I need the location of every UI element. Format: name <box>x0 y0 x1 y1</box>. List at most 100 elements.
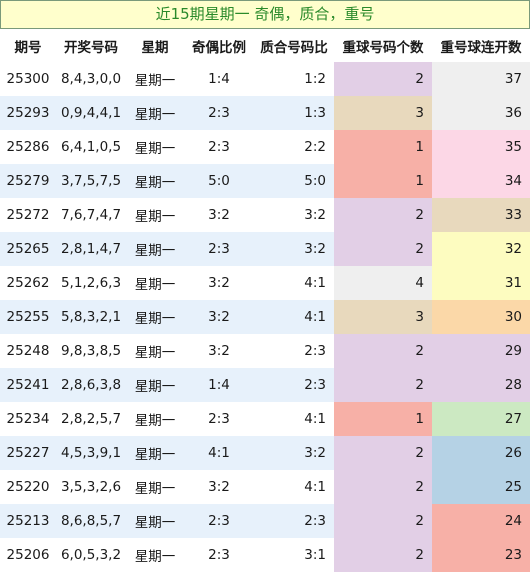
table-row: 25248 9,8,3,8,5 星期一 3:2 2:3 2 29 <box>0 334 530 368</box>
cell-repeat-streak: 30 <box>432 300 530 334</box>
cell-repeat-count: 1 <box>334 130 432 164</box>
cell-period: 25265 <box>6 241 50 257</box>
cell-prime-composite-ratio: 3:2 <box>304 445 326 461</box>
cell-period: 25227 <box>6 445 50 461</box>
header-weekday: 星期 <box>141 39 169 56</box>
cell-repeat-streak: 27 <box>432 402 530 436</box>
cell-repeat-count: 2 <box>334 368 432 402</box>
cell-weekday: 星期一 <box>134 549 176 565</box>
cell-odd-even-ratio: 3:2 <box>208 343 230 359</box>
cell-draw-numbers: 2,8,6,3,8 <box>60 377 122 393</box>
cell-period: 25206 <box>6 547 50 563</box>
table-row: 25241 2,8,6,3,8 星期一 1:4 2:3 2 28 <box>0 368 530 402</box>
cell-odd-even-ratio: 3:2 <box>208 309 230 325</box>
cell-period: 25272 <box>6 207 50 223</box>
cell-repeat-count: 2 <box>334 538 432 572</box>
cell-prime-composite-ratio: 3:2 <box>304 207 326 223</box>
cell-prime-composite-ratio: 3:2 <box>304 241 326 257</box>
cell-period: 25255 <box>6 309 50 325</box>
cell-period: 25279 <box>6 173 50 189</box>
table-row: 25220 3,5,3,2,6 星期一 3:2 4:1 2 25 <box>0 470 530 504</box>
cell-weekday: 星期一 <box>134 73 176 89</box>
cell-prime-composite-ratio: 2:3 <box>304 343 326 359</box>
cell-draw-numbers: 8,4,3,0,0 <box>60 71 122 87</box>
cell-prime-composite-ratio: 1:2 <box>304 71 326 87</box>
cell-odd-even-ratio: 2:3 <box>208 547 230 563</box>
cell-period: 25300 <box>6 71 50 87</box>
cell-weekday: 星期一 <box>134 175 176 191</box>
cell-odd-even-ratio: 2:3 <box>208 411 230 427</box>
cell-repeat-count: 2 <box>334 436 432 470</box>
cell-repeat-count: 2 <box>334 334 432 368</box>
table-row: 25262 5,1,2,6,3 星期一 3:2 4:1 4 31 <box>0 266 530 300</box>
cell-weekday: 星期一 <box>134 379 176 395</box>
table-row: 25265 2,8,1,4,7 星期一 2:3 3:2 2 32 <box>0 232 530 266</box>
cell-period: 25262 <box>6 275 50 291</box>
table-row: 25234 2,8,2,5,7 星期一 2:3 4:1 1 27 <box>0 402 530 436</box>
table-row: 25293 0,9,4,4,1 星期一 2:3 1:3 3 36 <box>0 96 530 130</box>
cell-prime-composite-ratio: 4:1 <box>304 309 326 325</box>
cell-repeat-streak: 28 <box>432 368 530 402</box>
cell-repeat-streak: 23 <box>432 538 530 572</box>
cell-weekday: 星期一 <box>134 243 176 259</box>
cell-repeat-streak: 25 <box>432 470 530 504</box>
cell-repeat-count: 2 <box>334 470 432 504</box>
table-row: 25286 6,4,1,0,5 星期一 2:3 2:2 1 35 <box>0 130 530 164</box>
cell-odd-even-ratio: 2:3 <box>208 241 230 257</box>
cell-period: 25213 <box>6 513 50 529</box>
cell-repeat-count: 1 <box>334 402 432 436</box>
cell-odd-even-ratio: 2:3 <box>208 139 230 155</box>
cell-repeat-streak: 32 <box>432 232 530 266</box>
cell-repeat-streak: 26 <box>432 436 530 470</box>
header-row: 期号 开奖号码 星期 奇偶比例 质合号码比 重球号码个数 重号球连开数 <box>0 29 530 62</box>
cell-weekday: 星期一 <box>134 277 176 293</box>
cell-draw-numbers: 3,7,5,7,5 <box>60 173 122 189</box>
cell-prime-composite-ratio: 4:1 <box>304 479 326 495</box>
cell-odd-even-ratio: 2:3 <box>208 513 230 529</box>
cell-repeat-streak: 35 <box>432 130 530 164</box>
cell-weekday: 星期一 <box>134 209 176 225</box>
cell-draw-numbers: 0,9,4,4,1 <box>60 105 122 121</box>
cell-period: 25241 <box>6 377 50 393</box>
cell-prime-composite-ratio: 4:1 <box>304 411 326 427</box>
cell-prime-composite-ratio: 2:3 <box>304 513 326 529</box>
cell-period: 25248 <box>6 343 50 359</box>
cell-repeat-streak: 34 <box>432 164 530 198</box>
cell-draw-numbers: 6,4,1,0,5 <box>60 139 122 155</box>
table-row: 25300 8,4,3,0,0 星期一 1:4 1:2 2 37 <box>0 62 530 96</box>
cell-weekday: 星期一 <box>134 515 176 531</box>
lottery-table: 期号 开奖号码 星期 奇偶比例 质合号码比 重球号码个数 重号球连开数 2530… <box>0 29 530 572</box>
cell-repeat-count: 2 <box>334 232 432 266</box>
cell-odd-even-ratio: 5:0 <box>208 173 230 189</box>
header-draw-numbers: 开奖号码 <box>64 39 118 56</box>
cell-repeat-count: 2 <box>334 198 432 232</box>
cell-odd-even-ratio: 2:3 <box>208 105 230 121</box>
cell-repeat-count: 3 <box>334 96 432 130</box>
header-odd-even-ratio: 奇偶比例 <box>192 39 246 56</box>
cell-draw-numbers: 8,6,8,5,7 <box>60 513 122 529</box>
cell-period: 25234 <box>6 411 50 427</box>
table-row: 25213 8,6,8,5,7 星期一 2:3 2:3 2 24 <box>0 504 530 538</box>
table-row: 25279 3,7,5,7,5 星期一 5:0 5:0 1 34 <box>0 164 530 198</box>
cell-repeat-streak: 36 <box>432 96 530 130</box>
cell-odd-even-ratio: 3:2 <box>208 479 230 495</box>
cell-weekday: 星期一 <box>134 141 176 157</box>
cell-repeat-count: 2 <box>334 62 432 96</box>
cell-repeat-count: 3 <box>334 300 432 334</box>
cell-repeat-streak: 37 <box>432 62 530 96</box>
cell-weekday: 星期一 <box>134 311 176 327</box>
table-row: 25227 4,5,3,9,1 星期一 4:1 3:2 2 26 <box>0 436 530 470</box>
cell-repeat-streak: 33 <box>432 198 530 232</box>
cell-weekday: 星期一 <box>134 447 176 463</box>
cell-period: 25293 <box>6 105 50 121</box>
cell-weekday: 星期一 <box>134 413 176 429</box>
cell-draw-numbers: 2,8,1,4,7 <box>60 241 122 257</box>
header-period: 期号 <box>14 39 42 56</box>
header-prime-composite-ratio: 质合号码比 <box>260 39 328 56</box>
cell-prime-composite-ratio: 2:3 <box>304 377 326 393</box>
cell-repeat-streak: 31 <box>432 266 530 300</box>
cell-draw-numbers: 2,8,2,5,7 <box>60 411 122 427</box>
cell-draw-numbers: 5,8,3,2,1 <box>60 309 122 325</box>
cell-weekday: 星期一 <box>134 345 176 361</box>
header-repeat-count: 重球号码个数 <box>342 39 424 56</box>
